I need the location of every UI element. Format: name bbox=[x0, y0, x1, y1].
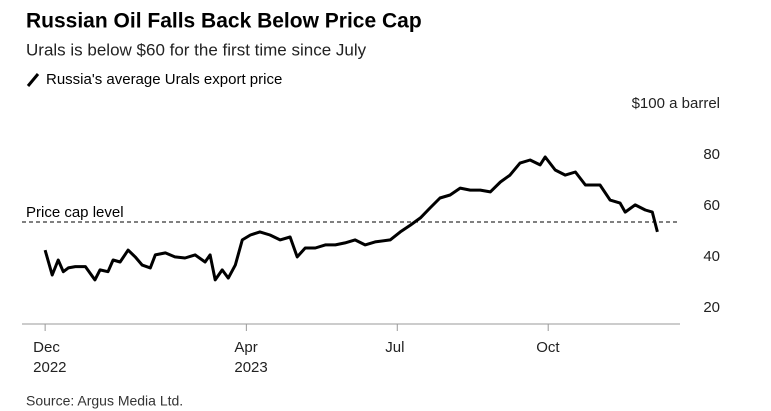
x-tick-label: Apr 2023 bbox=[234, 339, 267, 376]
chart-title: Russian Oil Falls Back Below Price Cap bbox=[26, 10, 422, 33]
chart-subtitle: Urals is below $60 for the first time si… bbox=[26, 40, 367, 59]
y-tick-label: 40 bbox=[703, 248, 720, 265]
source: Source: Argus Media Ltd. bbox=[26, 393, 183, 409]
legend-swatch bbox=[26, 73, 40, 87]
y-tick-label: 20 bbox=[703, 299, 720, 316]
annotation: Price cap level bbox=[26, 204, 124, 221]
legend-label: Russia's average Urals export price bbox=[46, 71, 282, 88]
x-tick-label: Jul bbox=[385, 339, 404, 356]
y-tick-label: 60 bbox=[703, 197, 720, 214]
x-tick-label: Dec 2022 bbox=[33, 339, 66, 376]
x-tick-label: Oct bbox=[536, 339, 560, 356]
data-line bbox=[43, 155, 659, 282]
y-tick-label: $100 a barrel bbox=[632, 95, 720, 112]
y-tick-label: 80 bbox=[703, 146, 720, 163]
